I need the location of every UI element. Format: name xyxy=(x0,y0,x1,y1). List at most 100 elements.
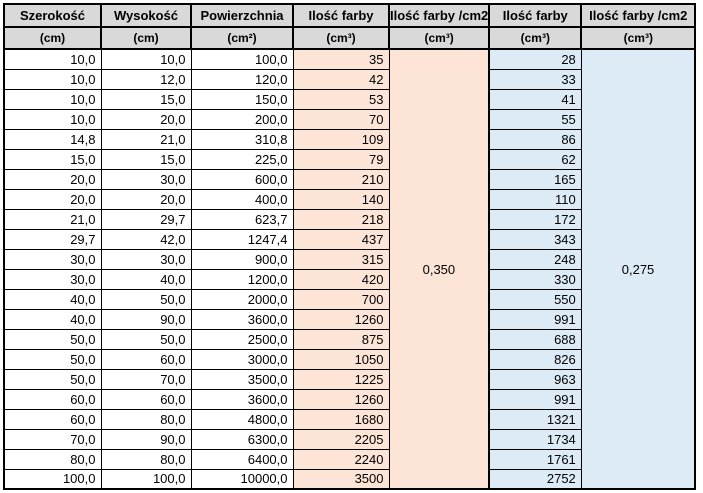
cell-area: 225,0 xyxy=(190,148,294,170)
column-unit-cm3-4: (cm³) xyxy=(580,26,697,50)
cell-paint-035: 79 xyxy=(292,148,390,170)
cell-height: 100,0 xyxy=(100,468,192,490)
cell-width: 10,0 xyxy=(3,68,102,90)
header-units-row: (cm) (cm) (cm²) (cm³) (cm³) (cm³) (cm³) xyxy=(3,26,697,50)
table-row: 14,8 21,0 310,8 109 86 xyxy=(3,128,695,150)
cell-width: 20,0 xyxy=(3,188,102,210)
merged-rate-035-cell: 0,350 xyxy=(388,48,490,490)
cell-height: 10,0 xyxy=(100,48,192,70)
cell-area: 3500,0 xyxy=(190,368,294,390)
column-unit-cm3-1: (cm³) xyxy=(292,26,390,50)
cell-area: 1247,4 xyxy=(190,228,294,250)
cell-height: 20,0 xyxy=(100,188,192,210)
cell-paint-035: 875 xyxy=(292,328,390,350)
cell-area: 400,0 xyxy=(190,188,294,210)
paint-calculation-table: Szerokość Wysokość Powierzchnia Ilość fa… xyxy=(3,3,697,490)
cell-paint-0275: 28 xyxy=(488,48,582,70)
cell-paint-0275: 991 xyxy=(488,388,582,410)
cell-paint-0275: 330 xyxy=(488,268,582,290)
cell-height: 50,0 xyxy=(100,288,192,310)
cell-width: 70,0 xyxy=(3,428,102,450)
cell-width: 60,0 xyxy=(3,408,102,430)
cell-paint-0275: 2752 xyxy=(488,468,582,490)
cell-paint-035: 2240 xyxy=(292,448,390,470)
cell-paint-035: 1680 xyxy=(292,408,390,430)
cell-paint-035: 420 xyxy=(292,268,390,290)
cell-paint-035: 35 xyxy=(292,48,390,70)
cell-height: 30,0 xyxy=(100,168,192,190)
cell-height: 15,0 xyxy=(100,148,192,170)
table-row: 29,7 42,0 1247,4 437 343 xyxy=(3,228,695,250)
column-header-ilosc-farby-cm2-2: Ilość farby /cm2 xyxy=(580,3,697,28)
cell-height: 12,0 xyxy=(100,68,192,90)
cell-height: 21,0 xyxy=(100,128,192,150)
cell-area: 200,0 xyxy=(190,108,294,130)
cell-paint-035: 1050 xyxy=(292,348,390,370)
cell-height: 90,0 xyxy=(100,308,192,330)
cell-width: 50,0 xyxy=(3,348,102,370)
cell-height: 40,0 xyxy=(100,268,192,290)
cell-area: 3600,0 xyxy=(190,388,294,410)
cell-area: 1200,0 xyxy=(190,268,294,290)
cell-height: 90,0 xyxy=(100,428,192,450)
cell-width: 10,0 xyxy=(3,88,102,110)
cell-area: 10000,0 xyxy=(190,468,294,490)
cell-area: 3000,0 xyxy=(190,348,294,370)
cell-paint-0275: 248 xyxy=(488,248,582,270)
column-header-wysokosc: Wysokość xyxy=(100,3,192,28)
cell-width: 15,0 xyxy=(3,148,102,170)
cell-paint-035: 70 xyxy=(292,108,390,130)
cell-paint-0275: 55 xyxy=(488,108,582,130)
table-row: 30,0 30,0 900,0 315 248 xyxy=(3,248,695,270)
cell-paint-0275: 343 xyxy=(488,228,582,250)
cell-width: 10,0 xyxy=(3,108,102,130)
table-row: 60,0 80,0 4800,0 1680 1321 xyxy=(3,408,695,430)
header-names-row: Szerokość Wysokość Powierzchnia Ilość fa… xyxy=(3,3,697,28)
cell-paint-0275: 1761 xyxy=(488,448,582,470)
cell-paint-0275: 1321 xyxy=(488,408,582,430)
column-header-powierzchnia: Powierzchnia xyxy=(190,3,294,28)
cell-width: 50,0 xyxy=(3,328,102,350)
cell-paint-0275: 172 xyxy=(488,208,582,230)
cell-area: 3600,0 xyxy=(190,308,294,330)
cell-width: 10,0 xyxy=(3,48,102,70)
cell-paint-0275: 826 xyxy=(488,348,582,370)
cell-area: 310,8 xyxy=(190,128,294,150)
cell-paint-035: 53 xyxy=(292,88,390,110)
table-row: 80,0 80,0 6400,0 2240 1761 xyxy=(3,448,695,470)
cell-area: 100,0 xyxy=(190,48,294,70)
cell-paint-0275: 41 xyxy=(488,88,582,110)
table-row: 40,0 50,0 2000,0 700 550 xyxy=(3,288,695,310)
table-row: 10,0 15,0 150,0 53 41 xyxy=(3,88,695,110)
cell-area: 6300,0 xyxy=(190,428,294,450)
cell-paint-0275: 110 xyxy=(488,188,582,210)
cell-paint-0275: 165 xyxy=(488,168,582,190)
cell-area: 900,0 xyxy=(190,248,294,270)
table-row: 40,0 90,0 3600,0 1260 991 xyxy=(3,308,695,330)
cell-width: 80,0 xyxy=(3,448,102,470)
column-header-ilosc-farby-cm2-1: Ilość farby /cm2 xyxy=(387,3,491,28)
cell-paint-035: 700 xyxy=(292,288,390,310)
cell-width: 20,0 xyxy=(3,168,102,190)
cell-area: 2000,0 xyxy=(190,288,294,310)
table-row: 70,0 90,0 6300,0 2205 1734 xyxy=(3,428,695,450)
cell-paint-0275: 963 xyxy=(488,368,582,390)
cell-height: 60,0 xyxy=(100,348,192,370)
merged-rate-0275-cell: 0,275 xyxy=(580,48,696,490)
column-header-ilosc-farby-2: Ilość farby xyxy=(488,3,583,28)
table-header: Szerokość Wysokość Powierzchnia Ilość fa… xyxy=(3,3,697,50)
cell-paint-0275: 62 xyxy=(488,148,582,170)
cell-paint-035: 3500 xyxy=(292,468,390,490)
table-row: 100,0 100,0 10000,0 3500 2752 xyxy=(3,468,695,490)
cell-paint-0275: 991 xyxy=(488,308,582,330)
column-unit-cm-2: (cm) xyxy=(100,26,192,50)
cell-height: 80,0 xyxy=(100,408,192,430)
cell-paint-035: 210 xyxy=(292,168,390,190)
cell-paint-035: 1260 xyxy=(292,308,390,330)
cell-height: 80,0 xyxy=(100,448,192,470)
cell-paint-035: 1225 xyxy=(292,368,390,390)
cell-height: 20,0 xyxy=(100,108,192,130)
cell-height: 70,0 xyxy=(100,368,192,390)
cell-area: 6400,0 xyxy=(190,448,294,470)
cell-paint-035: 109 xyxy=(292,128,390,150)
